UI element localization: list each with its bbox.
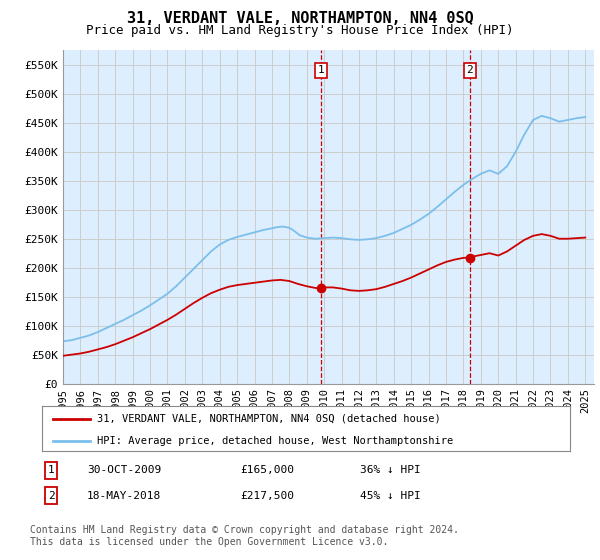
- Text: 31, VERDANT VALE, NORTHAMPTON, NN4 0SQ: 31, VERDANT VALE, NORTHAMPTON, NN4 0SQ: [127, 11, 473, 26]
- Text: HPI: Average price, detached house, West Northamptonshire: HPI: Average price, detached house, West…: [97, 436, 454, 446]
- Text: £165,000: £165,000: [240, 465, 294, 475]
- Text: Contains HM Land Registry data © Crown copyright and database right 2024.
This d: Contains HM Land Registry data © Crown c…: [30, 525, 459, 547]
- Text: 1: 1: [47, 465, 55, 475]
- Text: 2: 2: [47, 491, 55, 501]
- Text: 36% ↓ HPI: 36% ↓ HPI: [360, 465, 421, 475]
- Text: 31, VERDANT VALE, NORTHAMPTON, NN4 0SQ (detached house): 31, VERDANT VALE, NORTHAMPTON, NN4 0SQ (…: [97, 413, 441, 423]
- Text: Price paid vs. HM Land Registry's House Price Index (HPI): Price paid vs. HM Land Registry's House …: [86, 24, 514, 36]
- Text: 45% ↓ HPI: 45% ↓ HPI: [360, 491, 421, 501]
- Text: 1: 1: [318, 66, 325, 76]
- Text: 30-OCT-2009: 30-OCT-2009: [87, 465, 161, 475]
- Text: 2: 2: [466, 66, 473, 76]
- Text: £217,500: £217,500: [240, 491, 294, 501]
- Text: 18-MAY-2018: 18-MAY-2018: [87, 491, 161, 501]
